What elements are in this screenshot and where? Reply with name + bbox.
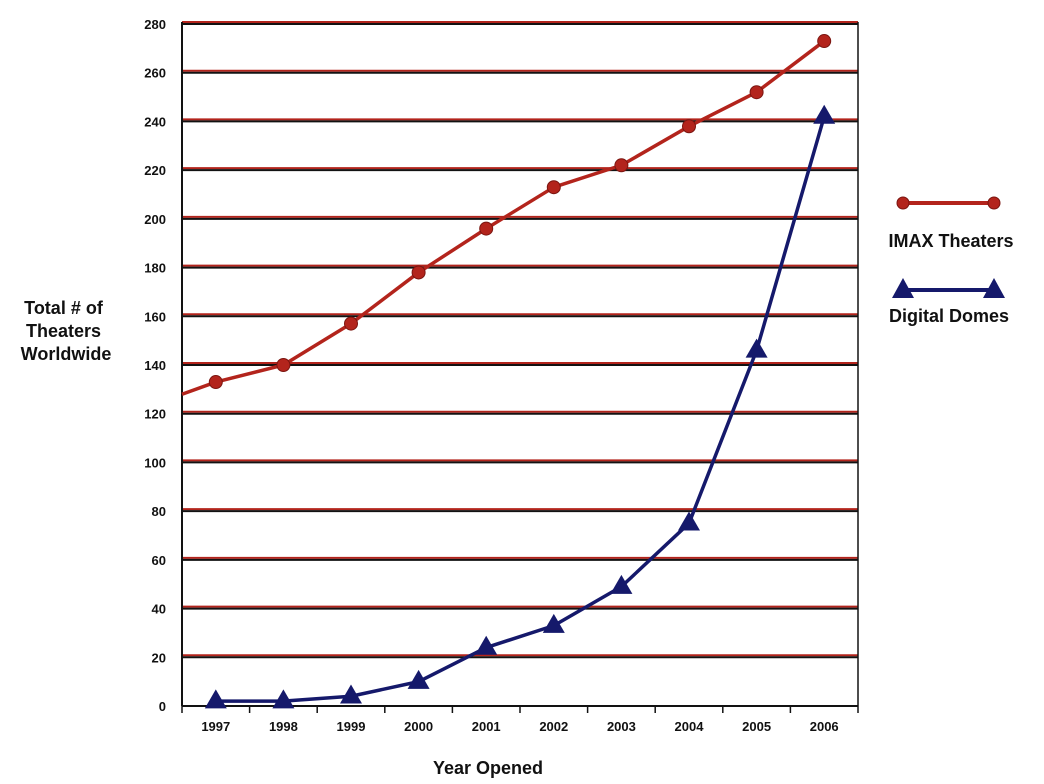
y-tick-label: 280	[144, 17, 166, 32]
gridlines	[182, 21, 858, 659]
y-tick-label: 220	[144, 163, 166, 178]
data-point-digital-domes-2002	[542, 613, 565, 633]
data-point-imax-theaters-2002	[546, 180, 561, 195]
y-tick-label: 80	[152, 504, 166, 519]
data-point-digital-domes-1997	[204, 689, 227, 709]
data-point-digital-domes-2001	[475, 635, 498, 655]
x-tick-label-2000: 2000	[404, 719, 433, 734]
y-tick-label: 20	[152, 650, 166, 665]
y-tick-label: 120	[144, 407, 166, 422]
legend-entry-imax: IMAX Theaters	[888, 196, 1014, 251]
data-point-imax-theaters-1997	[208, 375, 223, 390]
legend-marker-imax-right	[987, 196, 1001, 210]
legend: IMAX Theaters Digital Domes	[888, 196, 1014, 326]
data-point-imax-theaters-2006	[817, 34, 832, 49]
x-tick-label-2006: 2006	[810, 719, 839, 734]
x-tick-label-2003: 2003	[607, 719, 636, 734]
series-layer	[181, 34, 836, 709]
y-tick-label: 140	[144, 358, 166, 373]
x-tick-label-2005: 2005	[742, 719, 771, 734]
data-point-digital-domes-2004	[678, 511, 700, 531]
y-axis-title-line-2: Theaters	[26, 321, 101, 341]
y-tick-label: 160	[144, 309, 166, 324]
y-tick-label: 200	[144, 212, 166, 227]
y-tick-label: 260	[144, 66, 166, 81]
data-point-digital-domes-2006	[813, 104, 836, 124]
data-point-imax-theaters-2001	[479, 221, 494, 236]
y-tick-label: 40	[152, 602, 166, 617]
y-tick-label: 100	[144, 455, 166, 470]
x-tick-label-2002: 2002	[539, 719, 568, 734]
data-point-imax-theaters-1998	[276, 358, 291, 372]
data-point-imax-theaters-2000	[411, 265, 426, 280]
y-axis-title: Total # of Theaters Worldwide	[21, 298, 112, 364]
data-point-digital-domes-2005	[745, 338, 768, 358]
y-tick-label: 60	[152, 553, 166, 568]
data-point-digital-domes-2000	[407, 669, 430, 689]
legend-marker-digital-domes-left	[892, 278, 914, 298]
legend-entry-digital-domes: Digital Domes	[889, 278, 1009, 326]
y-tick-label: 240	[144, 114, 166, 129]
x-tick-label-2004: 2004	[675, 719, 705, 734]
series-line-digital-domes	[215, 116, 826, 703]
data-point-digital-domes-1998	[272, 689, 295, 709]
data-point-imax-theaters-1999	[344, 316, 358, 331]
y-tick-label: 180	[144, 261, 166, 276]
legend-label-digital-domes: Digital Domes	[889, 306, 1009, 326]
data-point-imax-theaters-2005	[749, 85, 764, 100]
x-tick-label-1997: 1997	[201, 719, 230, 734]
x-axis-title: Year Opened	[433, 758, 543, 778]
y-axis-title-line-3: Worldwide	[21, 344, 112, 364]
data-point-digital-domes-1999	[340, 684, 362, 704]
data-point-digital-domes-2003	[610, 574, 633, 594]
axes	[181, 22, 859, 713]
data-point-imax-theaters-2003	[614, 158, 629, 173]
y-tick-label: 0	[159, 699, 166, 714]
tick-labels: 0 20 40 60 80 100 120 140 160 180 200 220 240 260 280 1…	[144, 17, 838, 734]
y-axis-title-line-1: Total # of	[24, 298, 104, 318]
legend-marker-imax-left	[896, 196, 910, 210]
x-tick-label-1998: 1998	[269, 719, 298, 734]
legend-marker-digital-domes-right	[983, 278, 1005, 298]
x-tick-label-2001: 2001	[472, 719, 501, 734]
data-point-imax-theaters-2004	[682, 119, 696, 134]
x-tick-label-1999: 1999	[337, 719, 366, 734]
legend-label-imax: IMAX Theaters	[888, 231, 1013, 251]
